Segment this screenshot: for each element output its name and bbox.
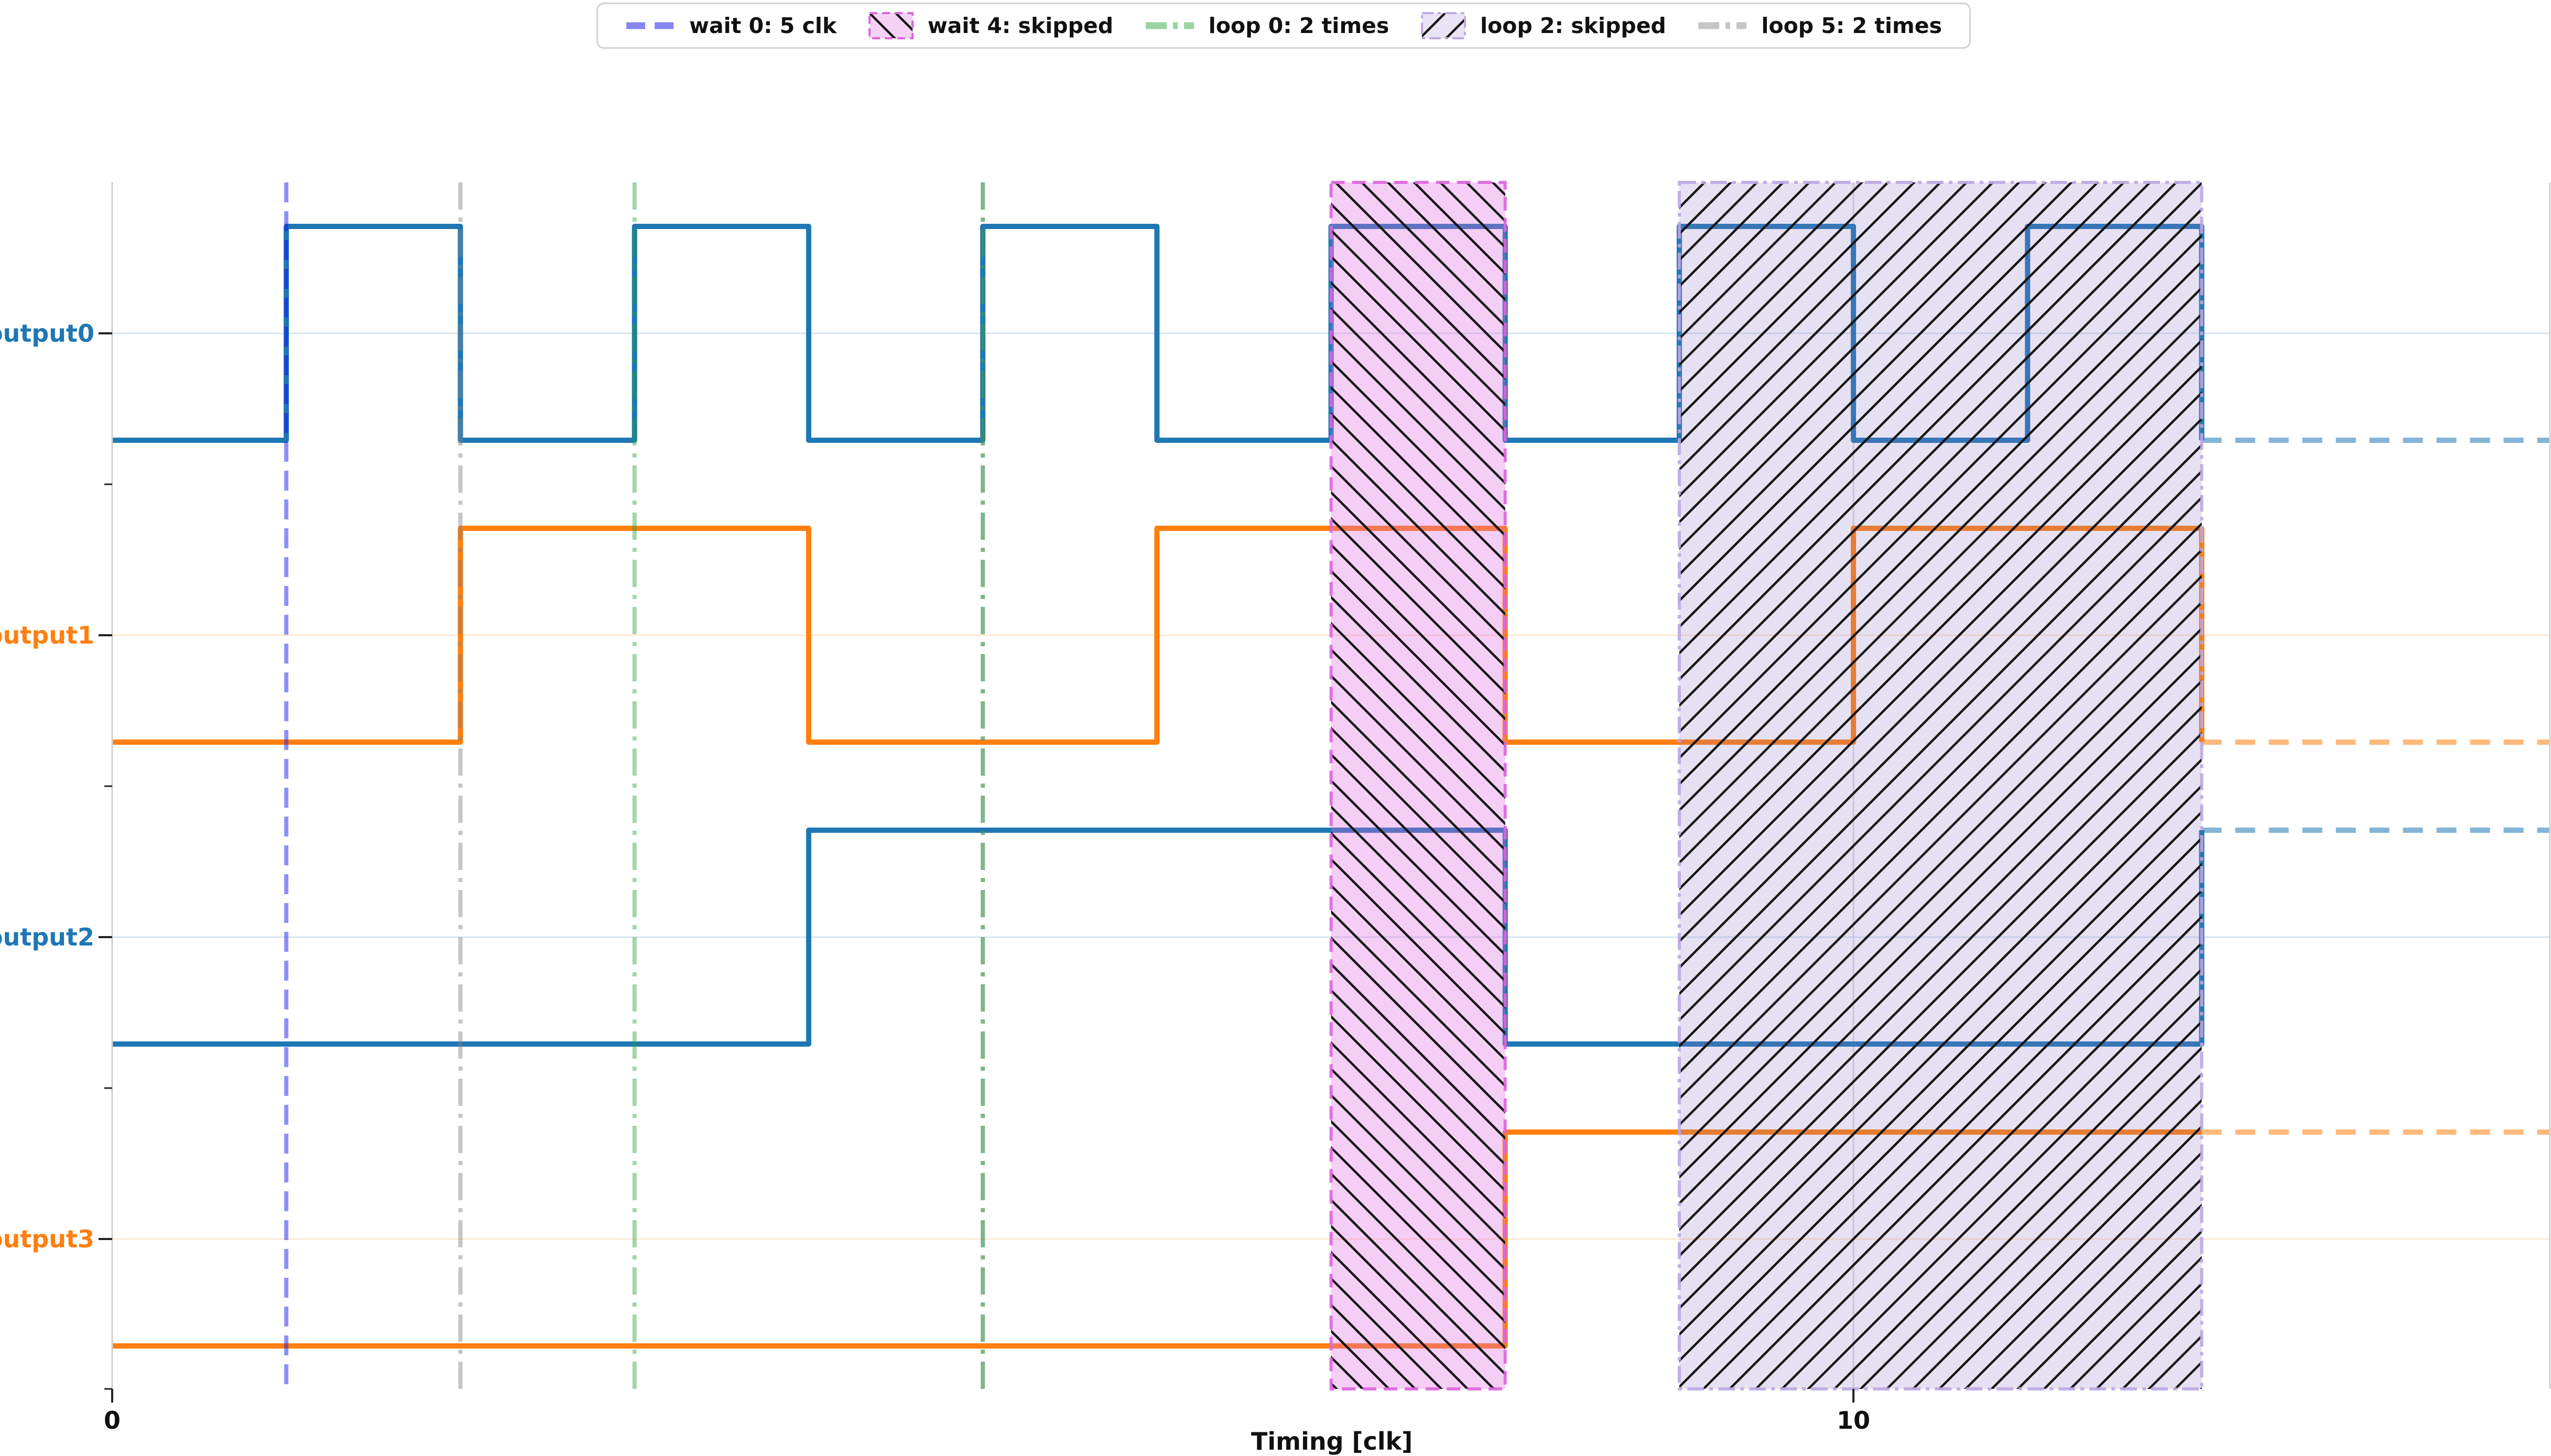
loop2-hatched-patch-swatch <box>1420 12 1466 39</box>
legend-label-loop-5: loop 5: 2 times <box>1761 13 1942 38</box>
event-lines <box>284 182 985 1389</box>
loop2-swatch-hatch <box>1421 13 1465 38</box>
legend-label-wait-4: wait 4: skipped <box>927 13 1114 38</box>
region-hatch-wait-4-skipped <box>1331 182 1505 1389</box>
legend-label-wait-0: wait 0: 5 clk <box>689 13 837 38</box>
loop0-dashdot-line-swatch <box>1145 22 1194 29</box>
y-tick-label-output2: output2 <box>0 923 94 951</box>
x-tick-label-10: 10 <box>1837 1406 1870 1435</box>
loop2-swatch-edge <box>1420 12 1466 39</box>
x-axis-label: Timing [clk] <box>1251 1427 1413 1455</box>
region-border-wait-4-skipped <box>1329 181 1507 1390</box>
skipped-regions <box>1329 181 2203 1390</box>
legend-item-wait-4-skipped: wait 4: skipped <box>868 12 1113 40</box>
region-hatch-loop-2-skipped <box>1679 182 2202 1389</box>
y-tick-label-output1: output1 <box>0 621 94 649</box>
y-tick-label-output3: output3 <box>0 1225 94 1253</box>
legend-item-loop-0: loop 0: 2 times <box>1145 13 1390 38</box>
legend-label-loop-2: loop 2: skipped <box>1480 13 1666 38</box>
x-tick-label-0: 0 <box>104 1406 121 1435</box>
wait4-swatch-edge <box>868 12 914 39</box>
legend-item-loop-2-skipped: loop 2: skipped <box>1420 12 1666 40</box>
legend-item-loop-5: loop 5: 2 times <box>1697 15 1942 37</box>
wait4-hatched-patch-swatch <box>868 12 914 39</box>
axes: 0 10 output0 output1 output2 output3 <box>0 182 2551 1435</box>
region-border-loop-2-skipped <box>1677 181 2203 1390</box>
wait0-dashed-line-swatch <box>626 22 675 29</box>
legend: wait 0: 5 clk wait 4: skipped loop 0: 2 … <box>596 3 1971 49</box>
wait4-swatch-hatch <box>869 13 913 38</box>
y-tick-label-output0: output0 <box>0 319 94 347</box>
loop5-dashdot-line-swatch <box>1698 22 1747 29</box>
legend-label-loop-0: loop 0: 2 times <box>1208 13 1390 38</box>
legend-item-wait-0: wait 0: 5 clk <box>625 15 837 37</box>
